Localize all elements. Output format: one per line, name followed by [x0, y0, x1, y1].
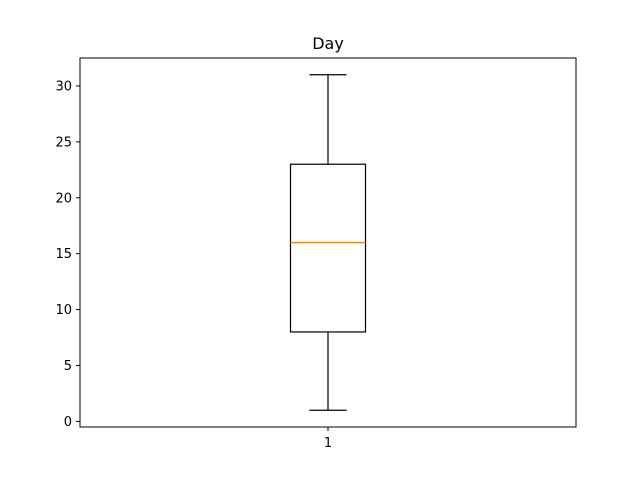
y-tick-label: 20 [55, 191, 72, 206]
box-iqr [289, 163, 367, 333]
y-tick-label: 25 [55, 135, 72, 150]
y-tick-label: 15 [55, 247, 72, 262]
y-tick-label: 30 [55, 79, 72, 94]
chart-title: Day [312, 34, 344, 53]
y-tick-label: 10 [55, 303, 72, 318]
y-tick-label: 5 [64, 359, 72, 374]
x-tick-label: 1 [324, 436, 332, 451]
y-tick-label: 0 [64, 415, 72, 430]
